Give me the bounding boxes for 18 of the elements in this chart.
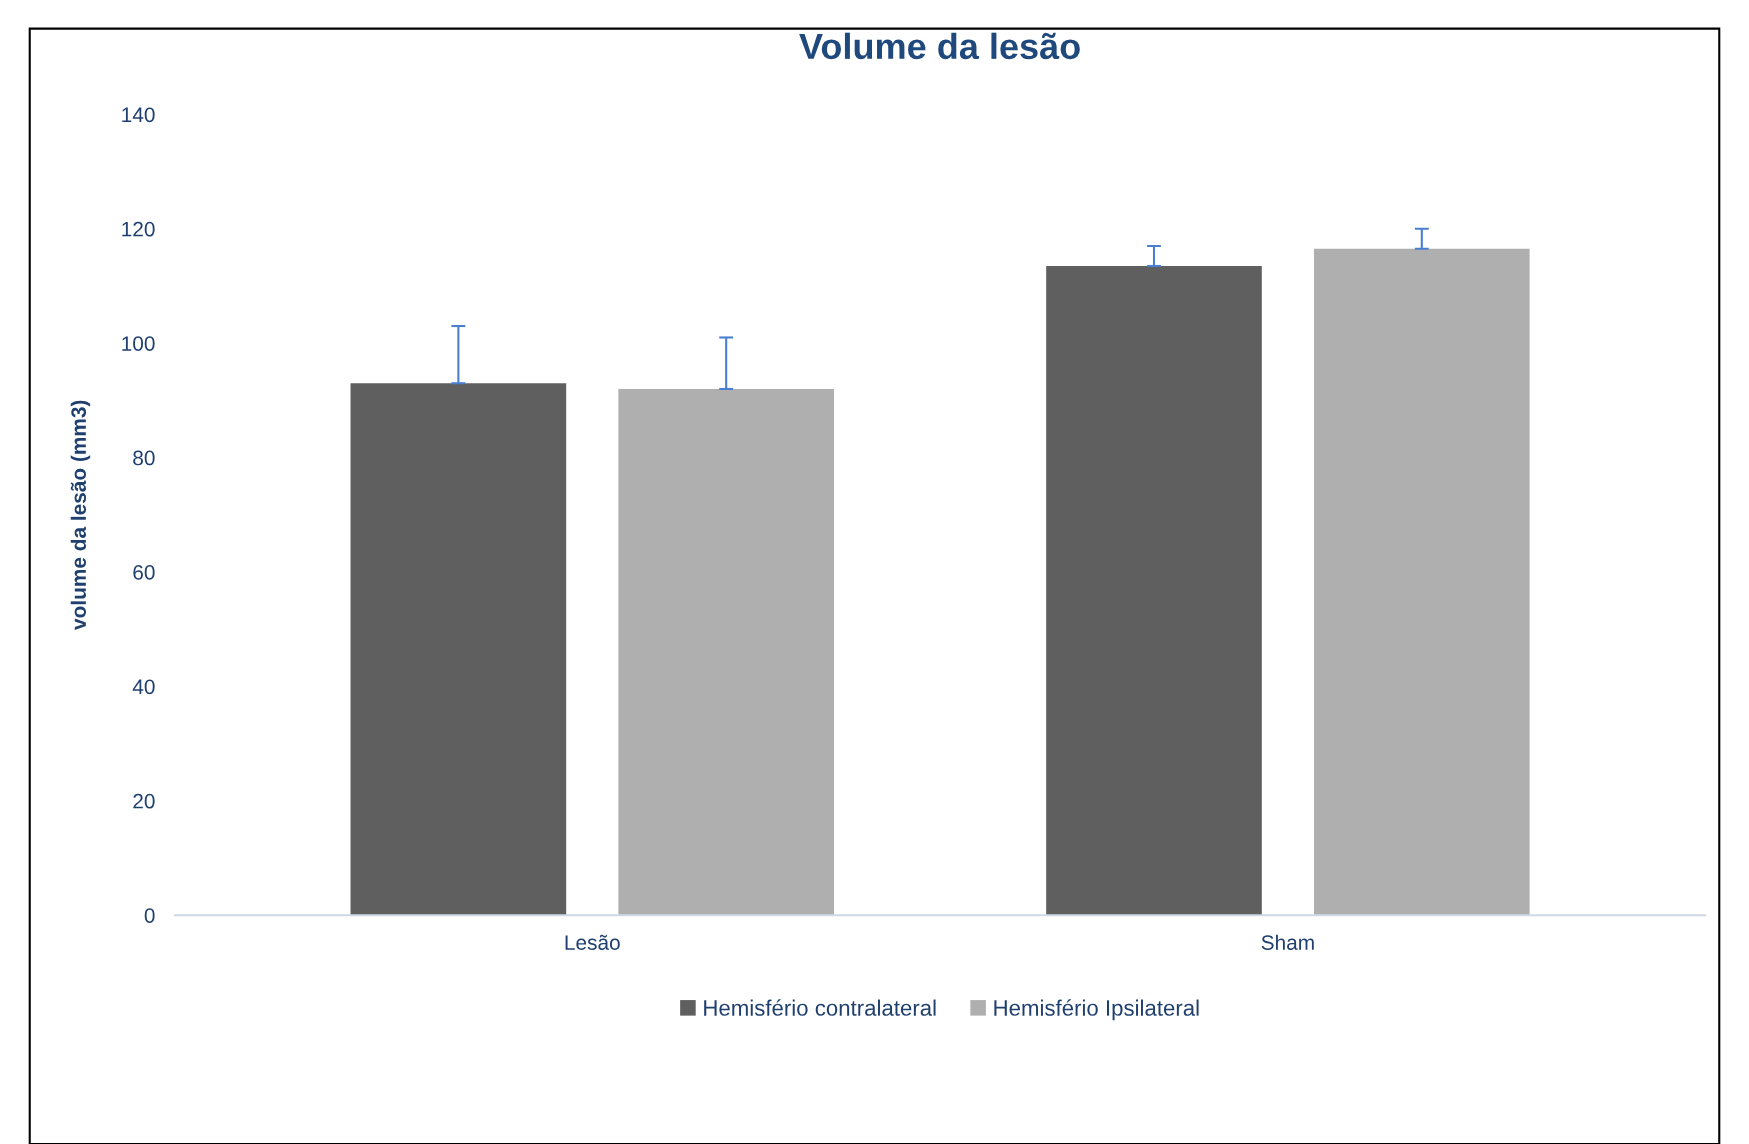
bar [618,388,834,916]
bar [1046,265,1262,916]
y-tick-label: 80 [133,450,155,466]
bar [350,383,567,916]
y-axis-title: volume da lesão (mm3) [70,400,91,630]
y-tick-label: 0 [144,908,155,923]
y-tick-label: 100 [122,336,155,351]
y-tick-label: 20 [133,793,155,809]
chart-title: Volume da lesão [799,32,1080,60]
y-tick-label: 60 [133,565,155,580]
x-tick-label: Lesão [565,934,620,950]
legend-label: Hemisfério contralateral [704,999,936,1016]
legend-label: Hemisfério Ipsilateral [994,999,1199,1021]
bar [1313,248,1530,916]
y-tick-label: 140 [122,107,155,123]
x-tick-label: Sham [1261,934,1314,950]
y-tick-label: 40 [132,679,155,695]
y-tick-label: 120 [122,221,155,237]
